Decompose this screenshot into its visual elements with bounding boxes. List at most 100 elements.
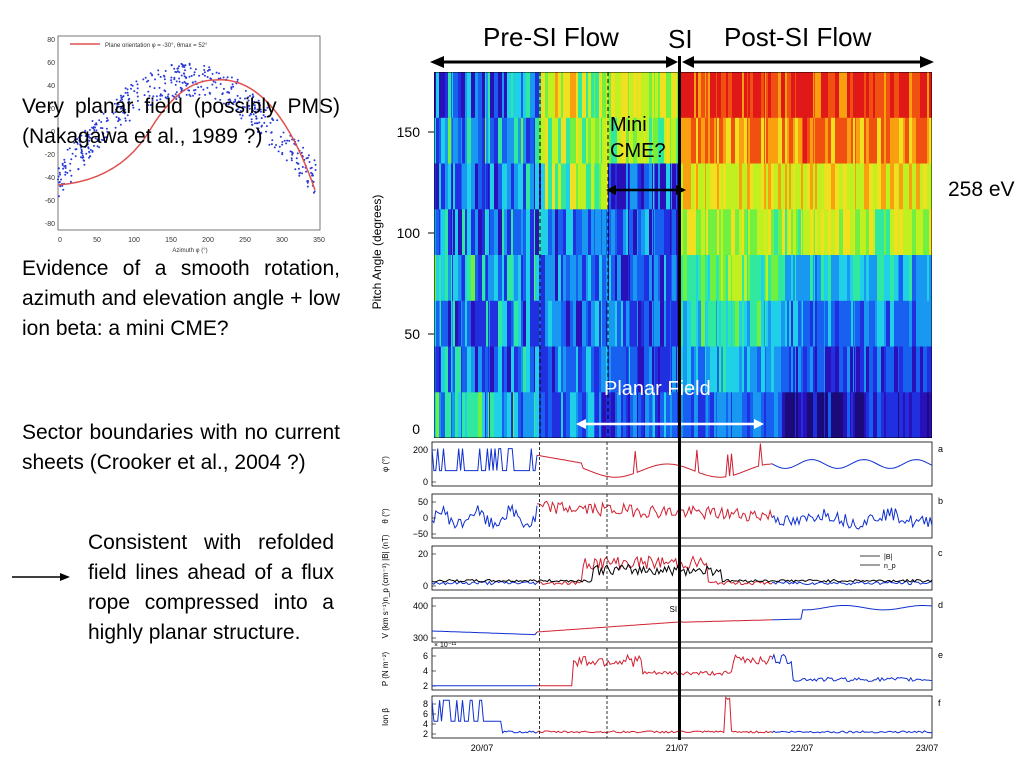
spectrogram-cell: [731, 300, 732, 348]
panel-y-label: φ (°): [381, 456, 390, 472]
spectrogram-cell: [490, 255, 494, 302]
spectrogram-cell: [626, 255, 628, 302]
spectrogram-cell: [774, 72, 778, 119]
inset-point: [230, 87, 233, 90]
spectrogram-cell: [670, 163, 671, 210]
inset-point: [86, 143, 89, 146]
spectrogram-cell: [498, 255, 502, 302]
spectrogram-cell: [658, 300, 660, 348]
spectrogram-cell: [452, 209, 453, 256]
spectrogram-cell: [535, 163, 539, 210]
spectrogram-cell: [654, 117, 655, 165]
spectrogram-cell: [687, 163, 691, 210]
inset-point: [154, 78, 156, 81]
spectrogram-cell: [534, 72, 535, 119]
inset-point: [88, 129, 91, 131]
spectrogram-cell: [764, 346, 765, 393]
spectrogram-cell: [813, 72, 814, 119]
spectrogram-cell: [723, 117, 726, 165]
spectrogram-cell: [452, 255, 453, 302]
spectrogram-cell: [781, 392, 782, 438]
spectrogram-cell: [518, 72, 521, 119]
spectrogram-cell: [645, 72, 649, 119]
inset-point: [146, 108, 149, 111]
spectrogram-cell: [461, 163, 462, 210]
spectrogram-cell: [434, 209, 436, 256]
spectrogram-cell: [801, 255, 802, 302]
spectrogram-cell: [448, 72, 451, 119]
inset-point: [265, 130, 268, 133]
spectrogram-cell: [694, 300, 696, 348]
spectrogram-cell: [798, 117, 801, 165]
inset-point: [174, 83, 177, 86]
spectrogram-cell: [530, 346, 534, 393]
spectrogram-cell: [439, 392, 440, 438]
spectrogram-cell: [923, 300, 927, 348]
spectrogram-cell: [884, 72, 886, 119]
spectrogram-cell: [828, 117, 831, 165]
inset-point: [147, 79, 150, 82]
spectrogram-cell: [825, 300, 828, 348]
inset-point: [170, 63, 173, 66]
series-line: [431, 503, 538, 530]
spectrogram-cell: [576, 163, 578, 210]
spectrogram-cell: [735, 392, 739, 438]
spectrogram-cell: [482, 209, 485, 256]
spectrogram-cell: [486, 300, 488, 348]
spectrogram-cell: [701, 346, 705, 393]
spectrogram-cell: [884, 392, 886, 438]
spectrogram-cell: [504, 117, 507, 165]
inset-point: [147, 90, 150, 93]
spectrogram-cell: [920, 255, 923, 302]
spectrogram-cell: [864, 163, 866, 210]
spectrogram-cell: [552, 117, 555, 165]
spectrogram-cell: [638, 346, 641, 393]
spectrogram-cell: [706, 163, 708, 210]
inset-point: [282, 131, 285, 134]
spectrogram-cell: [465, 209, 467, 256]
spectrogram-cell: [441, 300, 445, 348]
spectrogram-cell: [890, 300, 894, 348]
spectrogram-cell: [813, 117, 814, 165]
spectrogram-cell: [795, 163, 796, 210]
spectrogram-cell: [523, 300, 526, 348]
inset-point: [114, 111, 117, 114]
spectrogram-cell: [451, 300, 452, 348]
spectrogram-cell: [649, 163, 652, 210]
spectrogram-cell: [649, 72, 652, 119]
note-sector-boundaries: Sector boundaries with no current sheets…: [22, 421, 340, 474]
spectrogram-cell: [735, 209, 739, 256]
spectrogram-cell: [847, 392, 850, 438]
inset-point: [257, 130, 260, 132]
spectrogram-cell: [582, 300, 586, 348]
spectrogram-cell: [742, 346, 744, 393]
spectrogram-cell: [855, 346, 856, 393]
inset-point: [258, 102, 261, 105]
inset-point: [130, 87, 132, 90]
inset-point: [78, 140, 81, 143]
spectrogram-cell: [461, 72, 462, 119]
spectrogram-cell: [626, 209, 628, 256]
spectrogram-cell: [765, 300, 766, 348]
spectrogram-cell: [912, 209, 916, 256]
spectrogram-cell: [691, 72, 694, 119]
inset-point: [286, 139, 289, 142]
spectrogram-cell: [652, 163, 653, 210]
spectrogram-cell: [909, 255, 912, 302]
inset-point: [296, 152, 299, 155]
spectrogram-cell: [890, 117, 894, 165]
spectrogram-cell: [728, 163, 731, 210]
panel-scale: × 10⁻¹¹: [434, 642, 457, 649]
inset-point: [74, 155, 77, 158]
inset-point: [84, 146, 87, 149]
spectrogram-cell: [507, 72, 511, 119]
spectrogram-cell: [526, 392, 530, 438]
inset-point: [94, 137, 97, 140]
spectrogram-cell: [698, 346, 701, 393]
spectrogram-cell: [439, 255, 440, 302]
spectrogram-cell: [807, 117, 810, 165]
inset-point: [211, 83, 214, 86]
spectrogram-cell: [558, 72, 561, 119]
